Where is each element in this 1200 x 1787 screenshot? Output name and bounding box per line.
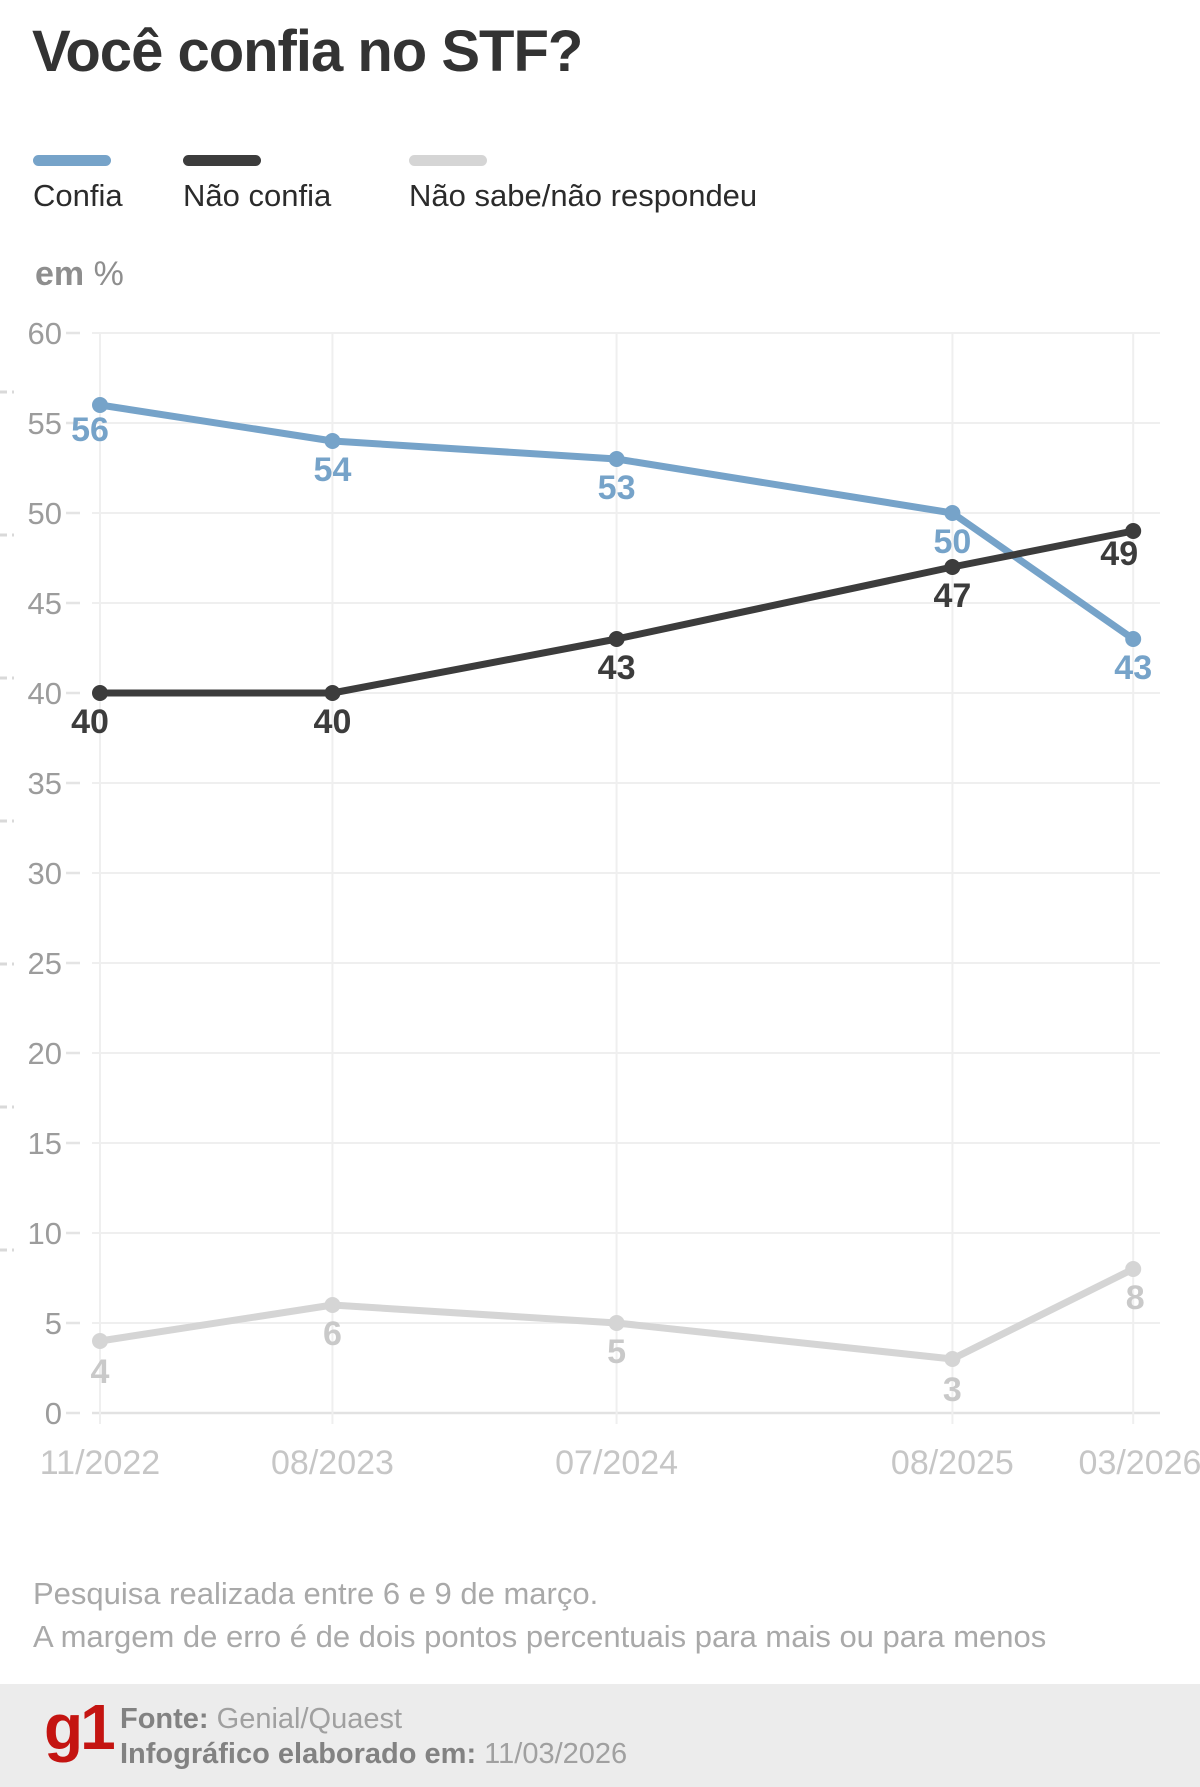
- source-label: Fonte:: [120, 1703, 209, 1735]
- legend-label: Confia: [33, 178, 123, 213]
- y-tick-label: 0: [45, 1396, 62, 1431]
- legend-item-confia: Confia: [33, 155, 123, 214]
- y-tick-label: 15: [28, 1126, 62, 1161]
- x-tick-label: 03/2026: [1079, 1444, 1200, 1482]
- data-point: [92, 1333, 108, 1349]
- data-point: [324, 433, 341, 449]
- legend-label: Não sabe/não respondeu: [409, 178, 758, 213]
- line-chart: 4 6 5 3 8 56 54 53 50 43 40 40 43 47 49 0 5 10 15 20 25 30 35 4…: [0, 316, 1200, 1482]
- series-lines: [92, 397, 1142, 1367]
- data-value-label: 3: [943, 1371, 962, 1409]
- legend-swatch-nao-confia: [183, 155, 261, 166]
- y-tick-label: 40: [28, 676, 62, 711]
- edge-artifact-dashes: [0, 390, 14, 1252]
- info-label: Infográfico elaborado em:: [120, 1738, 477, 1770]
- footnote-line: Pesquisa realizada entre 6 e 9 de março.: [33, 1576, 599, 1611]
- footnote-line: A margem de erro é de dois pontos percen…: [33, 1619, 1047, 1654]
- legend-label: Não confia: [183, 178, 332, 213]
- legend: Confia Não confia Não sabe/não respondeu: [0, 155, 1200, 215]
- unit-rest: %: [84, 255, 124, 293]
- data-value-label: 4: [91, 1353, 110, 1391]
- source-info: Fonte: Genial/Quaest Infográfico elabora…: [120, 1702, 627, 1772]
- x-tick-label: 11/2022: [40, 1444, 160, 1482]
- y-tick-label: 10: [28, 1216, 62, 1251]
- unit-bold: em: [35, 255, 85, 293]
- data-value-label: 6: [323, 1315, 342, 1353]
- data-point: [1125, 631, 1142, 647]
- source-value: Genial/Quaest: [208, 1703, 403, 1735]
- data-point: [92, 685, 108, 701]
- y-tick-label: 45: [28, 586, 62, 621]
- legend-item-nao-confia: Não confia: [183, 155, 331, 214]
- y-tick-label: 20: [28, 1036, 62, 1071]
- source-bar: g1 Fonte: Genial/Quaest Infográfico elab…: [0, 1684, 1200, 1787]
- data-point: [1125, 1261, 1142, 1277]
- data-value-label: 5: [607, 1333, 626, 1371]
- info-line: Infográfico elaborado em: 11/03/2026: [120, 1737, 627, 1772]
- page-title: Você confia no STF?: [32, 19, 583, 84]
- data-point: [944, 505, 961, 521]
- footnotes: Pesquisa realizada entre 6 e 9 de março.…: [33, 1572, 1173, 1658]
- data-value-label: 47: [933, 577, 971, 615]
- data-value-label: 43: [1114, 649, 1152, 687]
- legend-swatch-nao-sabe: [409, 155, 487, 166]
- data-value-label: 53: [598, 469, 636, 507]
- y-axis-unit-label: em %: [35, 255, 124, 294]
- data-value-label: 43: [598, 649, 636, 687]
- x-tick-label: 08/2025: [891, 1444, 1014, 1482]
- x-tick-label: 07/2024: [555, 1444, 678, 1482]
- x-tick-label: 08/2023: [271, 1444, 394, 1482]
- data-value-label: 54: [314, 451, 352, 489]
- source-line: Fonte: Genial/Quaest: [120, 1702, 627, 1737]
- y-tick-label: 50: [28, 496, 62, 531]
- y-tick-label: 5: [45, 1306, 62, 1341]
- data-value-label: 49: [1100, 535, 1138, 573]
- y-tick-label: 55: [28, 406, 62, 441]
- y-tick-label: 35: [28, 766, 62, 801]
- y-tick-label: 30: [28, 856, 62, 891]
- data-value-label: 8: [1126, 1279, 1145, 1317]
- data-value-label: 40: [314, 703, 352, 741]
- y-tick-label: 60: [28, 316, 62, 351]
- gridlines: [66, 331, 1160, 1424]
- legend-swatch-confia: [33, 155, 111, 166]
- data-point: [608, 1315, 625, 1331]
- data-point: [608, 451, 625, 467]
- info-value: 11/03/2026: [476, 1738, 628, 1770]
- data-value-label: 40: [71, 703, 109, 741]
- data-point: [1125, 523, 1142, 539]
- g1-logo: g1: [44, 1691, 116, 1763]
- data-value-label: 56: [71, 411, 109, 449]
- data-point: [944, 1351, 961, 1367]
- data-point: [324, 1297, 341, 1313]
- legend-item-nao-sabe: Não sabe/não respondeu: [409, 155, 757, 214]
- data-point: [92, 397, 108, 413]
- data-point: [608, 631, 625, 647]
- y-tick-label: 25: [28, 946, 62, 981]
- data-point: [324, 685, 341, 701]
- data-point: [944, 559, 961, 575]
- data-value-label: 50: [933, 523, 971, 561]
